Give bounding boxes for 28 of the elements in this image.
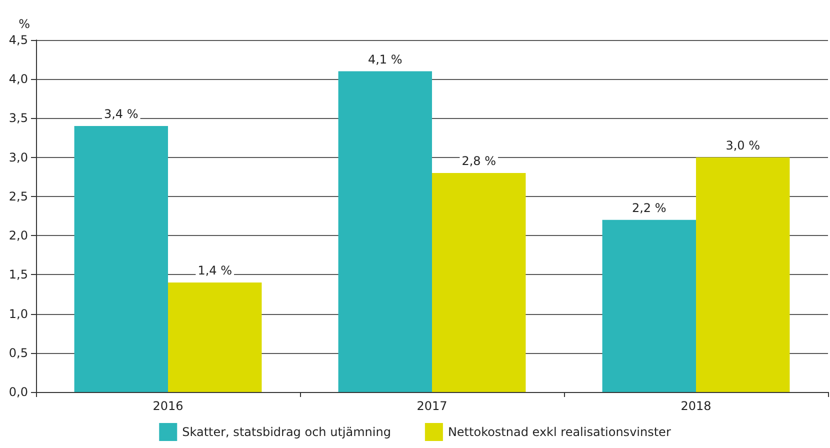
x-tick-label: 2018	[680, 399, 712, 413]
y-axis-title: %	[18, 17, 30, 31]
bar	[168, 282, 262, 392]
data-label: 2,8 %	[462, 154, 496, 168]
x-tick-label: 2017	[416, 399, 448, 413]
y-tick-label: 2,0	[8, 228, 28, 243]
data-label: 4,1 %	[368, 52, 402, 66]
bar	[432, 172, 526, 392]
y-tick-label: 3,0	[8, 150, 28, 164]
bar	[696, 157, 790, 392]
data-label: 3,0 %	[726, 138, 760, 152]
y-tick-label: 1,0	[8, 306, 28, 321]
y-tick-label: 0,5	[8, 346, 28, 360]
y-tick-label: 1,5	[8, 268, 28, 282]
legend-label: Skatter, statsbidrag och utjämning	[182, 425, 391, 439]
y-tick-label: 2,5	[8, 189, 28, 204]
data-label: 1,4 %	[198, 263, 232, 278]
legend-label: Nettokostnad exkl realisationsvinster	[448, 425, 671, 439]
x-tick-label: 2016	[152, 399, 184, 413]
y-tick-label: 3,5	[8, 111, 28, 126]
data-label: 2,2 %	[632, 200, 666, 215]
bar	[602, 220, 696, 392]
bar	[74, 126, 168, 392]
y-tick-label: 0,0	[8, 385, 28, 399]
y-tick-label: 4,5	[8, 33, 28, 47]
bar	[338, 71, 432, 392]
y-tick-label: 4,0	[8, 72, 28, 86]
data-label: 3,4 %	[104, 107, 138, 122]
